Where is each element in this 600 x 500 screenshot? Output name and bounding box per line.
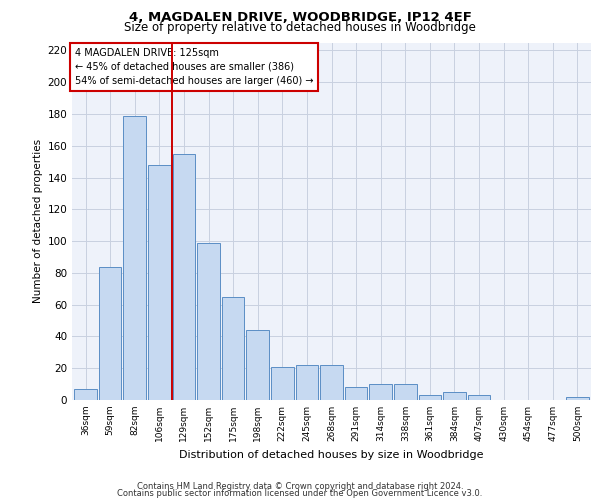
Text: Size of property relative to detached houses in Woodbridge: Size of property relative to detached ho… <box>124 21 476 34</box>
Bar <box>345 388 367 400</box>
Bar <box>148 165 170 400</box>
Bar <box>74 389 97 400</box>
Y-axis label: Number of detached properties: Number of detached properties <box>33 139 43 304</box>
Bar <box>394 384 416 400</box>
Text: 4, MAGDALEN DRIVE, WOODBRIDGE, IP12 4EF: 4, MAGDALEN DRIVE, WOODBRIDGE, IP12 4EF <box>128 11 472 24</box>
X-axis label: Distribution of detached houses by size in Woodbridge: Distribution of detached houses by size … <box>179 450 484 460</box>
Text: Contains HM Land Registry data © Crown copyright and database right 2024.: Contains HM Land Registry data © Crown c… <box>137 482 463 491</box>
Bar <box>296 365 318 400</box>
Bar <box>443 392 466 400</box>
Bar <box>566 397 589 400</box>
Bar <box>468 395 490 400</box>
Bar <box>173 154 195 400</box>
Bar <box>370 384 392 400</box>
Bar <box>222 296 244 400</box>
Bar <box>197 242 220 400</box>
Text: 4 MAGDALEN DRIVE: 125sqm
← 45% of detached houses are smaller (386)
54% of semi-: 4 MAGDALEN DRIVE: 125sqm ← 45% of detach… <box>74 48 313 86</box>
Bar <box>124 116 146 400</box>
Bar <box>99 266 121 400</box>
Text: Contains public sector information licensed under the Open Government Licence v3: Contains public sector information licen… <box>118 489 482 498</box>
Bar <box>271 366 293 400</box>
Bar <box>419 395 441 400</box>
Bar <box>247 330 269 400</box>
Bar <box>320 365 343 400</box>
